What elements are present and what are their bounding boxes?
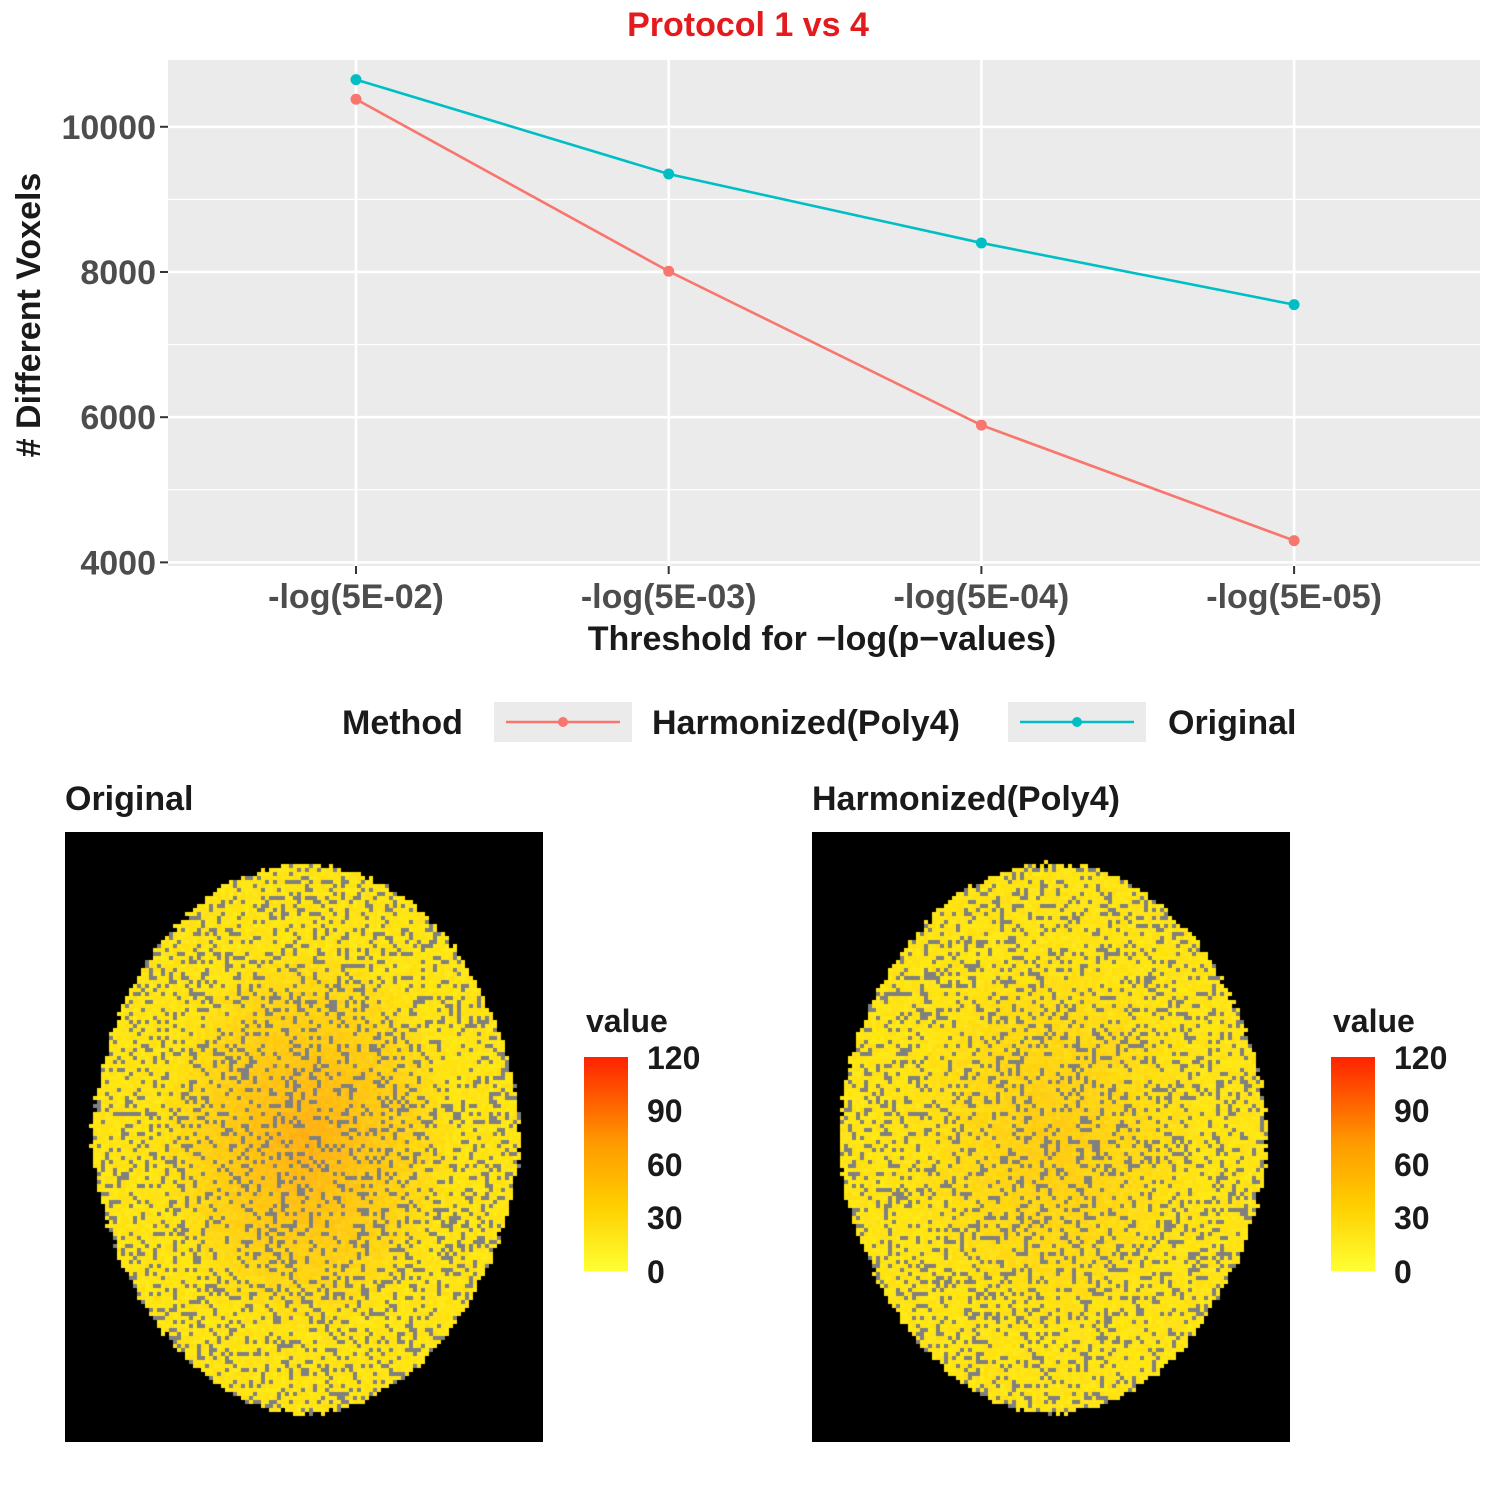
line-chart: Protocol 1 vs 4 4000 6000 8000 10000 -log(5… (10, 6, 1480, 742)
x-axis-label: Threshold for −log(p−values) (588, 620, 1057, 658)
brain-map-original (65, 832, 543, 1442)
series-line-1 (355, 78, 1295, 306)
series-lines (355, 78, 1295, 542)
colorbar-tick: 0 (1394, 1254, 1412, 1290)
data-point (350, 74, 362, 86)
brain-map-harmonized (812, 832, 1290, 1442)
x-axis: -log(5E-02) -log(5E-03) -log(5E-04) -log(5E… (268, 566, 1382, 616)
series-points (350, 74, 1300, 547)
colorbar-harmonized (1331, 1057, 1375, 1271)
colorbar-tick: 120 (1394, 1040, 1448, 1076)
data-point (1288, 299, 1300, 311)
legend-label-original: Original (1168, 704, 1296, 742)
y-tick-label: 8000 (80, 254, 156, 292)
y-tick-label: 10000 (61, 109, 156, 147)
y-axis: 4000 6000 8000 10000 (61, 109, 168, 582)
legend: Method Harmonized(Poly4) Original (342, 702, 1296, 742)
data-point (975, 419, 987, 431)
data-point (975, 237, 987, 249)
legend-label-harmonized: Harmonized(Poly4) (652, 704, 960, 742)
plot-panel (168, 60, 1480, 566)
brain-heatmap-harmonized (812, 832, 1290, 1442)
chart-title: Protocol 1 vs 4 (627, 6, 869, 44)
data-point (663, 168, 675, 180)
colorbar-tick: 30 (647, 1200, 683, 1236)
x-tick-label: -log(5E-04) (894, 578, 1070, 616)
colorbar-tick: 60 (1394, 1147, 1430, 1183)
x-tick-label: -log(5E-05) (1206, 578, 1382, 616)
gridlines (168, 60, 1480, 566)
legend-point-original (1072, 717, 1082, 727)
colorbar-tick: 30 (1394, 1200, 1430, 1236)
series-line-0 (355, 98, 1295, 542)
colorbar-tick: 0 (647, 1254, 665, 1290)
brain-heatmap-original (65, 832, 543, 1442)
legend-title: Method (342, 704, 463, 742)
panel-title-original: Original (65, 780, 194, 818)
data-point (1288, 535, 1300, 547)
panel-title-harmonized: Harmonized(Poly4) (812, 780, 1120, 818)
x-tick-label: -log(5E-02) (268, 578, 444, 616)
data-point (663, 265, 675, 277)
legend-point-harmonized (558, 717, 568, 727)
colorbar-title-original: value (586, 1003, 668, 1039)
colorbar-title-harmonized: value (1333, 1003, 1415, 1039)
colorbar-tick: 90 (1394, 1093, 1430, 1129)
data-point (350, 93, 362, 105)
y-tick-label: 4000 (80, 544, 156, 582)
colorbar-tick: 90 (647, 1093, 683, 1129)
y-axis-label: # Different Voxels (10, 173, 48, 458)
colorbar-tick: 60 (647, 1147, 683, 1183)
x-tick-label: -log(5E-03) (581, 578, 757, 616)
colorbar-tick: 120 (647, 1040, 701, 1076)
colorbar-original (584, 1057, 628, 1271)
y-tick-label: 6000 (80, 399, 156, 437)
